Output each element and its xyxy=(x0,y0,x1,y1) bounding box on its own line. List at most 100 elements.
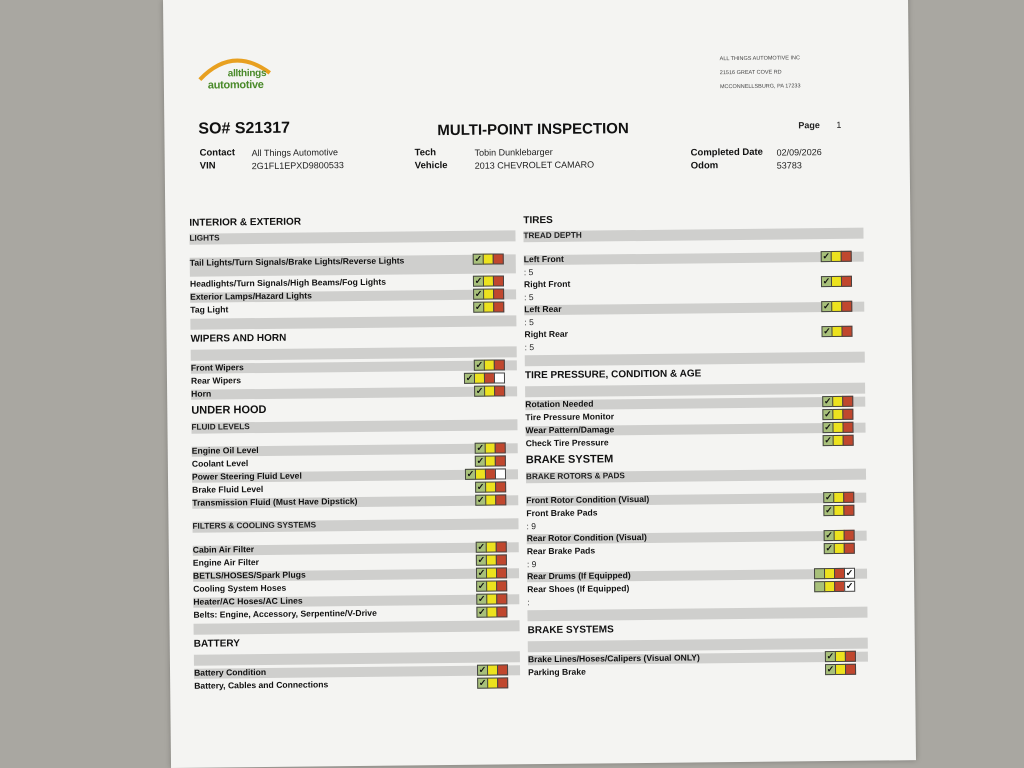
status-box-urgent[interactable] xyxy=(843,491,855,503)
inspection-item: Parking Brake ✓ xyxy=(528,663,868,680)
status-boxes: ✓ xyxy=(824,663,857,676)
odometer-label: Odom xyxy=(690,160,719,172)
item-label: Rear Rotor Condition (Visual) xyxy=(526,531,647,544)
inspection-item: Battery, Cables and Connections ✓ xyxy=(194,676,520,692)
service-order-number: SO# S21317 xyxy=(198,119,291,138)
status-box-not-applicable[interactable]: ✓ xyxy=(843,567,856,579)
status-boxes: ✓ xyxy=(814,580,856,593)
item-label: Left Rear xyxy=(524,303,562,315)
status-boxes: ✓ xyxy=(823,504,855,517)
status-box-urgent[interactable] xyxy=(840,275,853,287)
item-label: Coolant Level xyxy=(191,458,249,469)
status-box-urgent[interactable] xyxy=(496,593,508,605)
status-boxes: ✓ xyxy=(476,664,509,676)
status-box-urgent[interactable] xyxy=(842,421,854,433)
status-box-urgent[interactable] xyxy=(495,567,508,579)
item-label: Belts: Engine, Accessory, Serpentine/V-D… xyxy=(193,607,377,620)
item-label: Exterior Lamps/Hazard Lights xyxy=(190,290,312,302)
status-boxes: ✓ xyxy=(822,421,854,434)
status-box-urgent[interactable] xyxy=(492,253,504,265)
company-name: ALL THINGS AUTOMOTIVE INC xyxy=(719,55,800,63)
status-box-urgent[interactable] xyxy=(842,395,854,407)
status-box-urgent[interactable] xyxy=(842,434,854,446)
item-label: Transmission Fluid (Must Have Dipstick) xyxy=(192,495,358,508)
status-box-urgent[interactable] xyxy=(492,275,505,287)
item-label: Rotation Needed xyxy=(525,398,594,410)
status-box-urgent[interactable] xyxy=(496,606,508,618)
status-box-urgent[interactable] xyxy=(497,677,509,689)
status-boxes: ✓ xyxy=(475,494,507,506)
company-address: ALL THINGS AUTOMOTIVE INC 21516 GREAT CO… xyxy=(720,51,801,94)
subsection-label: BRAKE ROTORS & PADS xyxy=(525,471,625,482)
status-box-urgent[interactable] xyxy=(496,664,509,676)
item-label: Rear Shoes (If Equipped) xyxy=(527,583,630,595)
contact-label: Contact xyxy=(199,147,236,159)
logo-text: automotive xyxy=(207,78,264,92)
item-label: Heater/AC Hoses/AC Lines xyxy=(193,595,303,607)
item-label: Brake Fluid Level xyxy=(192,483,264,495)
vehicle-label: Vehicle xyxy=(414,160,448,172)
status-boxes: ✓ xyxy=(476,580,508,592)
status-boxes: ✓ xyxy=(474,442,506,454)
status-box-urgent[interactable] xyxy=(493,288,505,300)
status-boxes: ✓ xyxy=(477,677,509,689)
status-box-urgent[interactable] xyxy=(495,554,507,566)
vin-value: 2G1FL1EPXD9800533 xyxy=(251,160,344,172)
item-label: Tail Lights/Turn Signals/Brake Lights/Re… xyxy=(189,255,405,268)
status-box-urgent[interactable] xyxy=(496,580,508,592)
status-box-urgent[interactable] xyxy=(494,455,506,467)
subsection-label: FLUID LEVELS xyxy=(191,422,250,432)
status-box-urgent[interactable] xyxy=(495,541,507,553)
status-box-urgent[interactable] xyxy=(844,650,856,662)
status-box-urgent[interactable] xyxy=(494,385,506,397)
item-label: Cabin Air Filter xyxy=(192,544,255,555)
status-boxes: ✓ xyxy=(464,468,507,480)
status-boxes: ✓ xyxy=(472,275,505,287)
status-boxes: ✓ xyxy=(823,491,855,504)
status-box-urgent[interactable] xyxy=(844,663,857,675)
item-label: Cooling System Hoses xyxy=(193,582,287,594)
status-box-urgent[interactable] xyxy=(841,300,853,312)
tech-value: Tobin Dunklebarger xyxy=(474,146,553,158)
status-boxes: ✓ xyxy=(475,541,507,553)
item-label: Rear Brake Pads xyxy=(526,545,596,557)
contact-value: All Things Automotive xyxy=(251,147,339,159)
item-label: Wear Pattern/Damage xyxy=(525,424,615,436)
status-boxes: ✓ xyxy=(821,325,853,338)
status-boxes: ✓ xyxy=(821,300,853,313)
status-box-urgent[interactable] xyxy=(495,494,507,506)
left-column: INTERIOR & EXTERIOR LIGHTS Tail Lights/Tur… xyxy=(189,211,520,692)
odometer-value: 53783 xyxy=(776,160,802,171)
status-boxes: ✓ xyxy=(472,253,504,265)
subsection-label: FILTERS & COOLING SYSTEMS xyxy=(192,520,317,531)
company-street: 21516 GREAT COVE RD xyxy=(719,69,782,77)
status-box-urgent[interactable] xyxy=(842,408,854,420)
status-boxes: ✓ xyxy=(476,606,508,618)
item-label: Tire Pressure Monitor xyxy=(525,411,615,423)
status-box-urgent[interactable] xyxy=(495,481,507,493)
status-box-urgent[interactable] xyxy=(493,301,505,313)
status-box-urgent[interactable] xyxy=(840,250,852,262)
item-label: Right Rear xyxy=(524,328,569,340)
item-label: Tag Light xyxy=(190,304,229,315)
status-boxes: ✓ xyxy=(475,554,507,566)
status-boxes: ✓ xyxy=(473,359,505,371)
status-boxes: ✓ xyxy=(475,567,508,579)
status-box-urgent[interactable] xyxy=(494,442,506,454)
item-label: Brake Lines/Hoses/Calipers (Visual ONLY) xyxy=(527,652,700,665)
status-box-not-applicable[interactable] xyxy=(494,468,507,480)
right-column: TIRES TREAD DEPTH Left Front ✓: 5 Right Fron… xyxy=(523,209,868,680)
item-label: Rear Wipers xyxy=(190,375,242,386)
status-box-urgent[interactable] xyxy=(493,359,505,371)
status-box-not-applicable[interactable]: ✓ xyxy=(844,580,856,592)
status-boxes: ✓ xyxy=(473,301,505,313)
status-boxes: ✓ xyxy=(473,288,505,300)
inspection-sheet: allthings automotive ALL THINGS AUTOMOTI… xyxy=(163,0,917,768)
status-box-urgent[interactable] xyxy=(843,529,855,541)
status-box-urgent[interactable] xyxy=(843,542,855,554)
item-label: Engine Oil Level xyxy=(191,445,259,456)
vehicle-value: 2013 CHEVROLET CAMARO xyxy=(474,159,595,171)
status-box-not-applicable[interactable] xyxy=(493,372,506,384)
status-box-urgent[interactable] xyxy=(841,325,853,337)
status-box-urgent[interactable] xyxy=(843,504,855,516)
